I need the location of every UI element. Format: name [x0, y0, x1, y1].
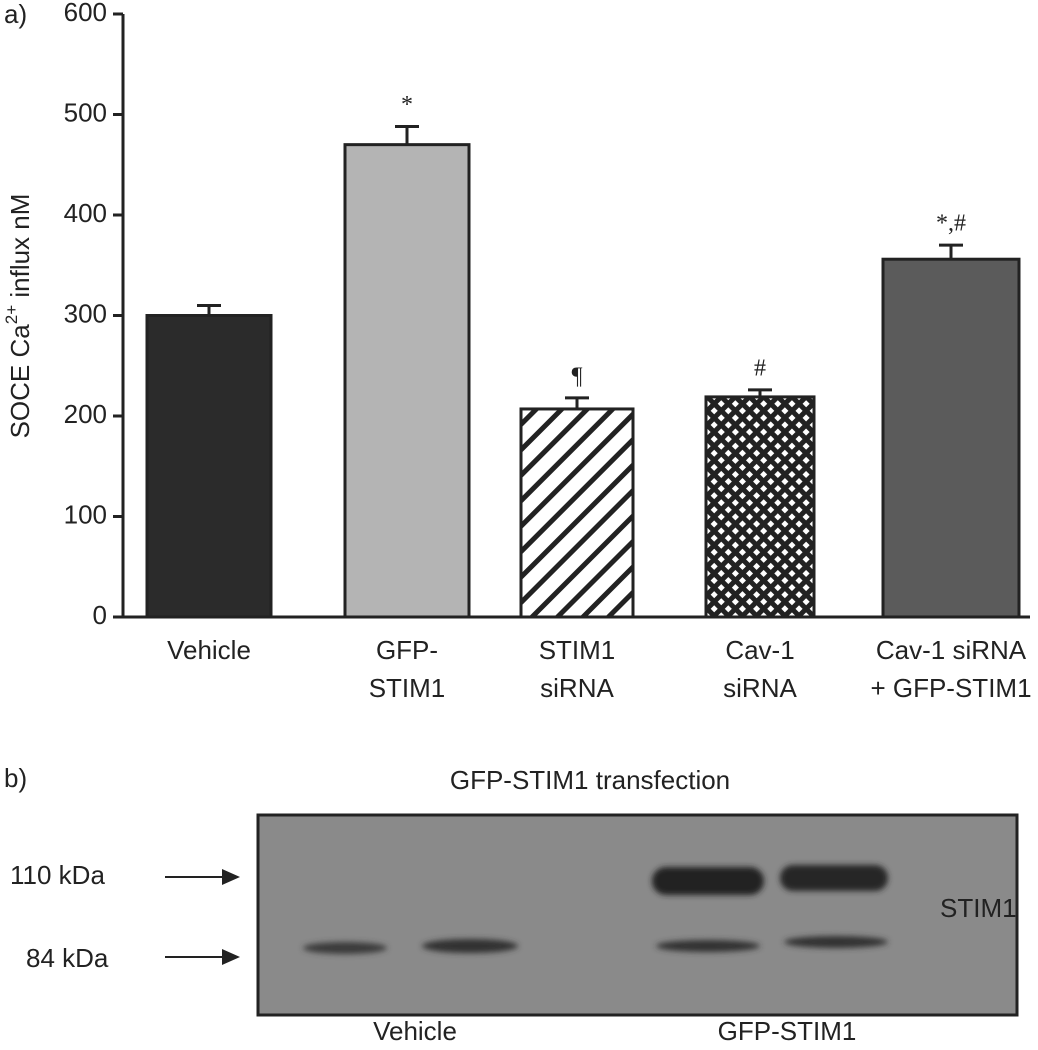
- y-label-superscript: 2+: [2, 305, 21, 324]
- y-tick-label: 0: [93, 600, 107, 630]
- panel-label: a): [4, 0, 27, 29]
- annotation: #: [754, 355, 766, 381]
- marker-label: 110 kDa: [10, 860, 105, 890]
- band: [784, 936, 888, 948]
- arrowhead: [222, 869, 240, 885]
- protein-label: STIM1: [940, 893, 1017, 923]
- arrowhead: [222, 949, 240, 965]
- y-tick-label: 400: [64, 198, 107, 228]
- x-tick-label: Cav-1 siRNA: [876, 635, 1027, 665]
- band: [780, 865, 888, 891]
- y-label-part: influx nM: [5, 194, 35, 305]
- band: [303, 942, 387, 954]
- bar: [881, 257, 1021, 619]
- x-tick-label: Cav-1: [725, 635, 794, 665]
- panel-label: b): [4, 763, 27, 793]
- annotation: ¶: [572, 363, 583, 389]
- marker-label: 84 kDa: [26, 943, 109, 973]
- lane-label: GFP-STIM1: [718, 1016, 857, 1046]
- x-tick-label: STIM1: [539, 635, 616, 665]
- lane-label: Vehicle: [373, 1016, 457, 1046]
- y-label-part: SOCE Ca: [5, 324, 35, 439]
- x-tick-label: Vehicle: [167, 635, 251, 665]
- x-tick-label: + GFP-STIM1: [870, 673, 1031, 703]
- bar-chart: a) SOCE Ca2+ influx nM 0 100 200 300 400 500 6…: [2, 0, 1031, 703]
- bar: [519, 407, 635, 619]
- blot-title: GFP-STIM1 transfection: [450, 765, 730, 795]
- x-tick-label: GFP-: [376, 635, 438, 665]
- x-tick-label: siRNA: [723, 673, 797, 703]
- y-tick-label: 600: [64, 0, 107, 27]
- western-blot: b) GFP-STIM1 transfection 110 kDa 84 kDa…: [4, 763, 1019, 1046]
- x-tick-label: siRNA: [540, 673, 614, 703]
- y-axis-label: SOCE Ca2+ influx nM: [2, 194, 34, 439]
- annotation: *,#: [936, 211, 966, 237]
- band: [422, 939, 518, 953]
- y-tick-label: 300: [64, 298, 107, 328]
- bar: [343, 143, 471, 619]
- x-tick-label: STIM1: [369, 673, 446, 703]
- y-tick-label: 100: [64, 499, 107, 529]
- bands: [303, 865, 888, 954]
- blot-membrane: [256, 813, 1019, 1017]
- y-tick-label: 500: [64, 97, 107, 127]
- bar: [145, 314, 273, 619]
- band: [652, 867, 764, 895]
- bar: [704, 395, 816, 619]
- band: [656, 940, 760, 952]
- annotation: *: [401, 92, 413, 118]
- y-tick-label: 200: [64, 399, 107, 429]
